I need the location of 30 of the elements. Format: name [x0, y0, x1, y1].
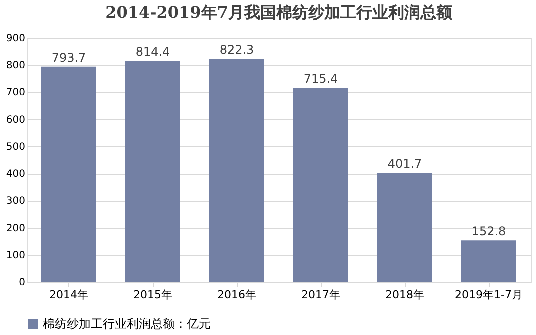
y-tick-label: 400: [6, 169, 26, 180]
x-tick-label: 2019年1-7月: [455, 288, 523, 302]
bar: [126, 61, 180, 282]
y-tick-label: 900: [6, 34, 26, 44]
bar: [462, 240, 516, 282]
y-tick-label: 800: [6, 60, 26, 72]
data-label: 822.3: [220, 43, 254, 58]
x-tick-label: 2016年: [218, 288, 256, 302]
x-tick-label: 2017年: [302, 288, 340, 302]
bar: [378, 173, 432, 282]
y-tick-label: 600: [6, 114, 26, 126]
y-tick-label: 100: [6, 250, 26, 262]
bar: [42, 66, 96, 282]
legend-label: 棉纺纱加工行业利润总额：亿元: [43, 317, 211, 331]
data-label: 793.7: [52, 50, 86, 65]
x-tick-label: 2018年: [386, 288, 424, 302]
x-tick-label: 2014年: [50, 288, 88, 302]
bar: [294, 88, 348, 282]
y-tick-label: 700: [6, 88, 26, 99]
data-label: 401.7: [388, 157, 422, 172]
x-tick-label: 2015年: [134, 288, 172, 302]
bar: [210, 59, 264, 282]
data-label: 715.4: [304, 72, 338, 86]
y-tick-label: 500: [6, 142, 26, 153]
y-tick-label: 0: [19, 278, 26, 288]
data-label: 152.8: [472, 224, 506, 239]
data-label: 814.4: [136, 45, 170, 60]
chart-title: 2014-2019年7月我国棉纺纱加工行业利润总额: [106, 3, 454, 22]
y-tick-label: 300: [6, 196, 26, 208]
y-tick-label: 200: [6, 223, 26, 234]
